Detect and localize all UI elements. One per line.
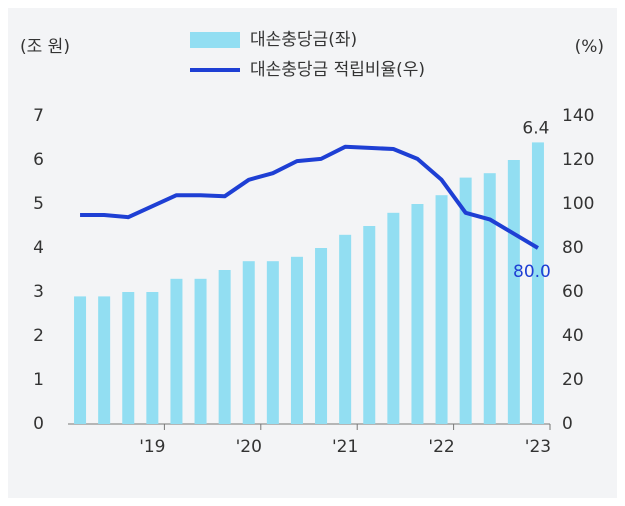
bar [146,292,159,424]
bar [242,261,255,424]
bar [435,195,448,424]
y-tick-label: 2 [33,326,44,346]
y-tick-label: 3 [33,282,44,302]
y2-tick-label: 120 [562,150,594,170]
y-tick-label: 0 [33,414,44,434]
line [80,144,539,250]
x-tick-label: '23 [525,437,551,457]
bar [290,256,303,424]
bar [507,160,520,424]
y2-axis-label: (%) [575,37,604,57]
bar [363,226,376,424]
bar [74,296,87,424]
data-label: 6.4 [522,118,549,138]
y2-tick-label: 100 [562,194,594,214]
x-tick-label: '21 [332,437,358,457]
y-tick-label: 7 [33,106,44,126]
legend-label: 대손충당금(좌) [250,30,357,50]
bar [218,270,231,424]
bar [170,278,183,424]
y2-tick-label: 60 [562,282,584,302]
y2-tick-label: 40 [562,326,584,346]
x-tick-label: '22 [428,437,454,457]
y-axis-label: (조 원) [20,37,70,57]
y-tick-label: 6 [33,150,44,170]
bar [459,177,472,424]
legend-label: 대손충당금 적립비율(우) [250,60,425,80]
x-tick-label: '19 [139,437,165,457]
y2-tick-label: 20 [562,370,584,390]
x-tick-label: '20 [236,437,262,457]
y2-tick-label: 0 [562,414,573,434]
bar [531,142,544,424]
bar [315,248,328,424]
bar [266,261,279,424]
y2-tick-label: 140 [562,106,594,126]
bar [483,173,496,424]
y-tick-label: 1 [33,370,44,390]
bar [194,278,207,424]
bar [339,234,352,424]
data-label: 80.0 [513,262,551,282]
bar [98,296,111,424]
bar [411,204,424,424]
bar [387,212,400,424]
y-tick-label: 4 [33,238,44,258]
bar [122,292,135,424]
legend-swatch [190,32,240,48]
y2-tick-label: 80 [562,238,584,258]
y-tick-label: 5 [33,194,44,214]
